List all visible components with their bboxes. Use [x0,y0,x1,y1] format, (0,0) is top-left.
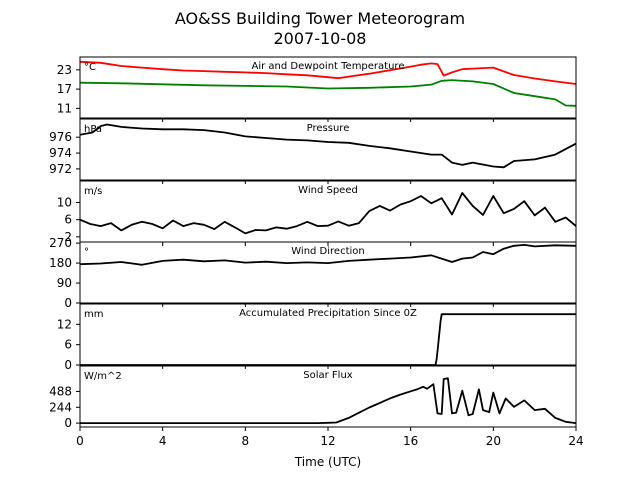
series-line-1 [80,192,576,235]
x-tick-label: 12 [320,434,335,448]
series-line-1 [80,123,576,169]
panel-title: Air and Dewpoint Temperature [252,61,405,72]
x-tick-label: 8 [242,434,250,448]
x-axis: Time (UTC) 0 4 8 12 16 20 24 [76,434,583,469]
series-line-2 [80,79,576,107]
unit-label: m/s [84,186,102,197]
y-tick-label: 488 [49,384,72,398]
y-tick-label: 0 [64,416,72,430]
unit-label: W/m^2 [84,371,122,382]
y-tick-label: 90 [57,276,72,290]
y-tick-label: 0 [64,358,72,372]
y-tick-label: 244 [49,400,72,414]
panel-1: 11 17 23 °C Air and Dewpoint Temperature [57,56,577,122]
x-tick-label: 0 [76,434,84,448]
series-line-1 [80,60,576,85]
y-tick-label: 12 [57,317,72,331]
unit-label: ° [84,247,89,258]
y-tick-label: 974 [49,146,72,160]
panel-title: Solar Flux [303,370,353,381]
x-tick-label: 24 [568,434,583,448]
y-tick-label: 270 [49,236,72,250]
unit-label: hPa [84,124,102,135]
x-tick-label: 20 [486,434,501,448]
series-line-1 [80,313,576,365]
x-tick-label: 16 [403,434,418,448]
unit-label: mm [84,309,103,320]
y-tick-label: 180 [49,256,72,270]
y-tick-label: 23 [57,63,72,77]
panel-3: 2 6 10 m/s Wind Speed [57,180,577,246]
y-tick-label: 2 [64,230,72,244]
x-tick-label: 4 [159,434,167,448]
series-line-1 [80,377,576,425]
figure-title-line-2: 2007-10-08 [274,29,367,48]
y-tick-label: 976 [49,130,72,144]
unit-label: °C [84,62,96,73]
panel-title: Pressure [307,123,350,134]
x-axis-label: Time (UTC) [294,455,361,469]
panel-title: Wind Direction [291,246,365,257]
y-tick-label: 17 [57,82,72,96]
y-tick-label: 11 [57,101,72,115]
panel-2: 972 974 976 hPa Pressure [49,118,577,184]
y-tick-label: 6 [64,338,72,352]
panel-title: Accumulated Precipitation Since 0Z [239,308,417,319]
y-tick-label: 0 [64,296,72,310]
panel-6: 0 244 488 W/m^2 Solar Flux [49,365,577,431]
panel-title: Wind Speed [298,185,358,196]
y-tick-label: 972 [49,162,72,176]
y-tick-label: 6 [64,213,72,227]
y-tick-label: 10 [57,195,72,209]
series-line-1 [80,243,576,266]
panel-4: 0 90 180 270 ° Wind Direction [49,236,577,310]
panel-5: 0 6 12 mm Accumulated Precipitation Since 0Z [57,303,577,372]
figure-title-line-1: AO&SS Building Tower Meteorogram [175,9,465,28]
